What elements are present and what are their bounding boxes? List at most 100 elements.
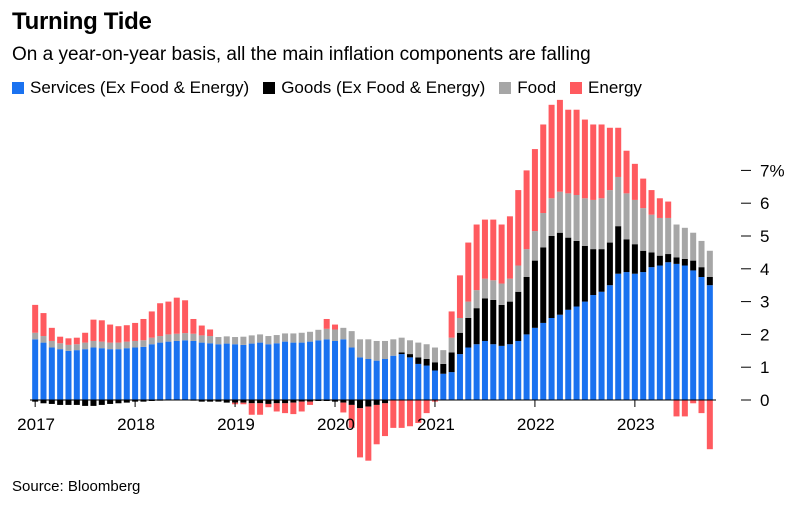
bar-goods-63 bbox=[556, 232, 563, 315]
legend-item-services: Services (Ex Food & Energy) bbox=[12, 78, 249, 98]
bar-food-63 bbox=[556, 191, 563, 233]
bar-services-0 bbox=[32, 339, 39, 400]
legend-label-services: Services (Ex Food & Energy) bbox=[30, 78, 250, 97]
bar-energy-10 bbox=[115, 326, 122, 343]
bar-energy-30 bbox=[282, 403, 289, 414]
bar-food-76 bbox=[665, 217, 672, 255]
bar-food-23 bbox=[223, 336, 230, 344]
bar-services-12 bbox=[132, 347, 139, 400]
bar-goods-60 bbox=[531, 260, 538, 328]
legend-label-food: Food bbox=[517, 78, 557, 97]
bar-energy-53 bbox=[473, 224, 480, 291]
bar-services-1 bbox=[40, 342, 47, 400]
bar-services-57 bbox=[506, 344, 513, 400]
bar-goods-75 bbox=[656, 255, 663, 266]
bar-services-20 bbox=[198, 342, 205, 400]
bar-services-8 bbox=[98, 348, 105, 400]
bar-services-47 bbox=[423, 365, 430, 400]
bar-energy-13 bbox=[140, 318, 147, 341]
bar-food-79 bbox=[690, 232, 697, 261]
legend: Services (Ex Food & Energy) Goods (Ex Fo… bbox=[12, 78, 656, 98]
bar-goods-9 bbox=[107, 400, 114, 404]
bar-services-43 bbox=[390, 355, 397, 400]
bar-food-42 bbox=[382, 340, 388, 359]
legend-item-energy: Energy bbox=[570, 78, 642, 98]
bar-goods-64 bbox=[565, 237, 572, 310]
bar-services-53 bbox=[473, 344, 480, 400]
bar-goods-10 bbox=[115, 400, 122, 404]
bar-energy-35 bbox=[323, 318, 330, 329]
bar-services-16 bbox=[165, 341, 172, 400]
bar-services-15 bbox=[157, 342, 164, 400]
bar-food-59 bbox=[523, 249, 530, 277]
bar-food-39 bbox=[357, 339, 364, 358]
bar-energy-58 bbox=[515, 190, 522, 266]
bar-food-65 bbox=[573, 195, 580, 241]
bar-goods-30 bbox=[282, 400, 289, 404]
bar-food-27 bbox=[257, 334, 264, 343]
bar-goods-49 bbox=[440, 363, 447, 374]
bar-energy-50 bbox=[448, 311, 455, 338]
bar-services-21 bbox=[207, 343, 214, 400]
bar-food-64 bbox=[565, 193, 572, 238]
bar-food-58 bbox=[515, 265, 522, 292]
bar-goods-22 bbox=[215, 400, 222, 402]
bar-goods-73 bbox=[640, 250, 647, 273]
bar-food-24 bbox=[232, 337, 239, 345]
bar-services-62 bbox=[548, 318, 555, 400]
bar-food-33 bbox=[307, 331, 314, 342]
bar-food-54 bbox=[481, 278, 488, 299]
bar-energy-9 bbox=[107, 324, 114, 343]
bar-services-23 bbox=[223, 343, 230, 400]
x-axis-ticks: 2017 2018 2019 2020 2021 2022 2023 bbox=[17, 400, 655, 434]
legend-swatch-services bbox=[12, 82, 24, 94]
bar-services-37 bbox=[340, 339, 347, 400]
bar-goods-80 bbox=[698, 267, 705, 277]
bar-services-18 bbox=[182, 340, 189, 400]
bar-goods-27 bbox=[257, 400, 264, 404]
bar-goods-55 bbox=[490, 299, 497, 345]
bar-goods-57 bbox=[506, 301, 513, 345]
bar-energy-67 bbox=[590, 124, 597, 200]
bar-energy-8 bbox=[98, 320, 105, 342]
bar-energy-33 bbox=[307, 401, 314, 405]
bar-food-44 bbox=[398, 337, 405, 353]
bar-services-41 bbox=[373, 360, 380, 400]
bar-goods-28 bbox=[265, 400, 272, 404]
bar-energy-57 bbox=[506, 216, 513, 279]
y-tick-label: 1 bbox=[760, 358, 769, 377]
bar-energy-62 bbox=[548, 104, 555, 199]
bar-food-2 bbox=[48, 340, 55, 348]
bar-food-73 bbox=[640, 208, 647, 251]
bar-food-26 bbox=[248, 335, 255, 344]
bar-food-16 bbox=[165, 334, 172, 342]
bar-goods-52 bbox=[465, 318, 472, 348]
bar-goods-2 bbox=[48, 400, 55, 404]
bar-food-38 bbox=[348, 331, 355, 348]
bar-goods-65 bbox=[573, 240, 580, 307]
bar-goods-61 bbox=[540, 247, 547, 323]
bar-services-78 bbox=[681, 265, 688, 400]
y-tick-label: 0 bbox=[760, 391, 769, 410]
bar-energy-52 bbox=[465, 242, 472, 302]
bar-energy-41 bbox=[373, 404, 380, 445]
bar-services-81 bbox=[706, 285, 713, 400]
bar-services-58 bbox=[515, 340, 522, 400]
bar-energy-55 bbox=[490, 219, 497, 281]
bar-services-6 bbox=[82, 349, 89, 400]
bar-goods-3 bbox=[57, 400, 64, 405]
bar-services-24 bbox=[232, 344, 239, 400]
bar-energy-19 bbox=[190, 318, 197, 334]
bar-food-20 bbox=[198, 335, 205, 343]
bar-energy-12 bbox=[132, 322, 139, 341]
bar-services-36 bbox=[332, 340, 339, 400]
bar-food-80 bbox=[698, 240, 705, 268]
bar-services-76 bbox=[665, 262, 672, 400]
bar-goods-11 bbox=[123, 400, 130, 403]
y-tick-label: 6 bbox=[760, 194, 769, 213]
bar-services-9 bbox=[107, 349, 114, 400]
bar-energy-70 bbox=[615, 127, 622, 177]
bar-energy-16 bbox=[165, 301, 172, 335]
bar-food-47 bbox=[423, 344, 430, 359]
